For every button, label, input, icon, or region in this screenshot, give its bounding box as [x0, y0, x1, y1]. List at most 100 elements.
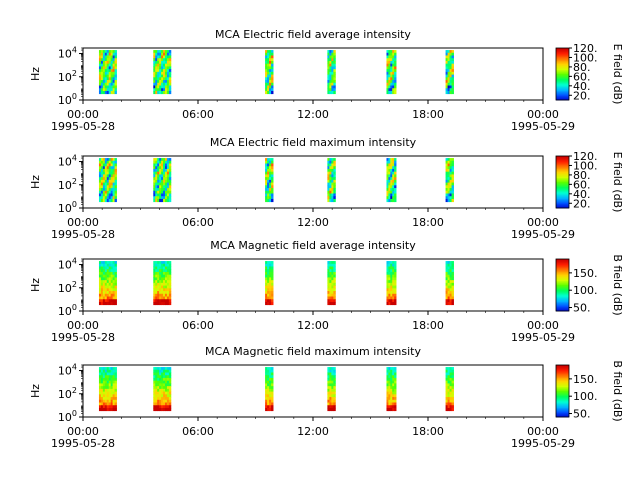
- spectrogram-cell: [102, 261, 106, 265]
- spectrogram-cell: [267, 163, 270, 167]
- spectrogram-cell: [112, 386, 115, 390]
- spectrogram-cell: [390, 163, 393, 167]
- spectrogram-cell: [110, 367, 114, 371]
- spectrogram-cell: [449, 166, 452, 170]
- spectrogram-cell: [157, 171, 160, 175]
- spectrogram-cell: [157, 52, 160, 56]
- colorbar: 20.40.60.80.100.120. E field (dB): [555, 42, 624, 104]
- spectrogram-cell: [329, 60, 332, 65]
- spectrogram-cell: [114, 394, 117, 398]
- spectrogram-cell: [333, 69, 336, 73]
- spectrogram-cell: [451, 60, 454, 65]
- spectrogram-cell: [163, 185, 166, 189]
- colorbar-swatch: [556, 80, 569, 83]
- spectrogram-cell: [394, 271, 397, 276]
- colorbar-swatch: [556, 374, 569, 376]
- spectrogram-cell: [327, 372, 330, 376]
- spectrogram-cell: [114, 261, 117, 265]
- spectrogram-cell: [114, 177, 117, 181]
- spectrogram-cell: [164, 394, 168, 398]
- spectrogram-cell: [161, 285, 164, 289]
- spectrogram-cell: [110, 88, 114, 92]
- spectrogram-cell: [388, 405, 391, 409]
- spectrogram-cell: [168, 375, 172, 379]
- spectrogram-cell: [110, 74, 114, 78]
- spectrogram-cell: [329, 166, 332, 170]
- spectrogram-cell: [394, 182, 397, 186]
- spectrogram-cell: [155, 386, 158, 390]
- spectrogram-cell: [159, 60, 162, 65]
- spectrogram-cell: [153, 71, 156, 75]
- spectrogram-cell: [102, 179, 106, 183]
- spectrogram-cell: [112, 82, 115, 86]
- spectrogram-cell: [333, 391, 336, 395]
- spectrogram-cell: [155, 177, 158, 181]
- spectrogram-cell: [161, 66, 164, 70]
- spectrogram-cell: [114, 66, 117, 70]
- spectrogram-cell: [445, 274, 448, 278]
- spectrogram-cell: [114, 193, 117, 197]
- spectrogram-cell: [166, 271, 170, 276]
- spectrogram-cell: [390, 293, 393, 297]
- spectrogram-cell: [451, 85, 454, 89]
- spectrogram-cell: [161, 407, 164, 412]
- spectrogram-cell: [168, 193, 172, 197]
- spectrogram-cell: [271, 177, 274, 181]
- spectrogram-cell: [153, 397, 156, 401]
- y-tick-label: 104: [58, 46, 77, 61]
- spectrogram-cell: [392, 293, 395, 297]
- spectrogram-cell: [157, 293, 160, 297]
- spectrogram-cell: [164, 190, 168, 194]
- spectrogram-cell: [155, 174, 158, 178]
- y-tick-label: 104: [58, 363, 77, 378]
- spectrogram-cell: [166, 277, 170, 281]
- spectrogram-cell: [269, 80, 272, 84]
- spectrogram-cell: [166, 77, 170, 81]
- spectrogram-cell: [327, 394, 330, 398]
- spectrogram-cell: [155, 74, 158, 78]
- spectrogram-cell: [451, 402, 454, 406]
- spectrogram-cell: [394, 171, 397, 175]
- plot-frame: [82, 364, 544, 418]
- spectrogram-cell: [390, 394, 393, 398]
- x-tick-label: 06:00: [182, 108, 214, 121]
- spectrogram-cell: [449, 163, 452, 167]
- x-tick-label: 06:00: [182, 425, 214, 438]
- spectrogram-cell: [100, 177, 104, 181]
- y-tick-label: 104: [58, 154, 77, 169]
- x-tick-date: 1995-05-29: [511, 120, 575, 133]
- spectrogram-cell: [386, 380, 389, 384]
- spectrogram-cell: [447, 383, 450, 387]
- spectrogram-cell: [153, 179, 156, 183]
- spectrogram-cell: [112, 185, 115, 189]
- spectrogram-cell: [388, 74, 391, 78]
- spectrogram-cell: [112, 198, 115, 203]
- spectrogram-cell: [164, 188, 168, 192]
- spectrogram-cell: [108, 269, 112, 273]
- spectrogram-cell: [161, 185, 164, 189]
- spectrogram-cell: [159, 190, 162, 194]
- spectrogram-cell: [168, 196, 172, 200]
- spectrogram-cell: [447, 90, 450, 95]
- chart-panel-1: MCA Electric field average intensity1001…: [29, 28, 624, 133]
- spectrogram-cell: [327, 171, 330, 175]
- spectrogram-cell: [108, 188, 112, 192]
- spectrogram-cell: [269, 274, 272, 278]
- spectrogram-cell: [449, 263, 452, 267]
- spectrogram-cell: [333, 269, 336, 273]
- spectrogram-cell: [327, 263, 330, 267]
- spectrogram-cell: [327, 380, 330, 384]
- spectrogram-cell: [106, 60, 110, 65]
- spectrogram-cell: [267, 66, 270, 70]
- colorbar-swatch: [556, 414, 569, 417]
- spectrogram-cell: [331, 90, 334, 95]
- spectrogram-cell: [331, 58, 334, 62]
- spectrogram-cell: [392, 69, 395, 73]
- spectrogram-cell: [447, 291, 450, 295]
- colorbar-swatch: [556, 197, 569, 200]
- spectrogram-cell: [388, 375, 391, 379]
- spectrogram-cell: [386, 60, 389, 65]
- spectrogram-cell: [110, 271, 114, 276]
- spectrogram-cell: [269, 299, 272, 303]
- spectrogram-cell: [159, 158, 162, 162]
